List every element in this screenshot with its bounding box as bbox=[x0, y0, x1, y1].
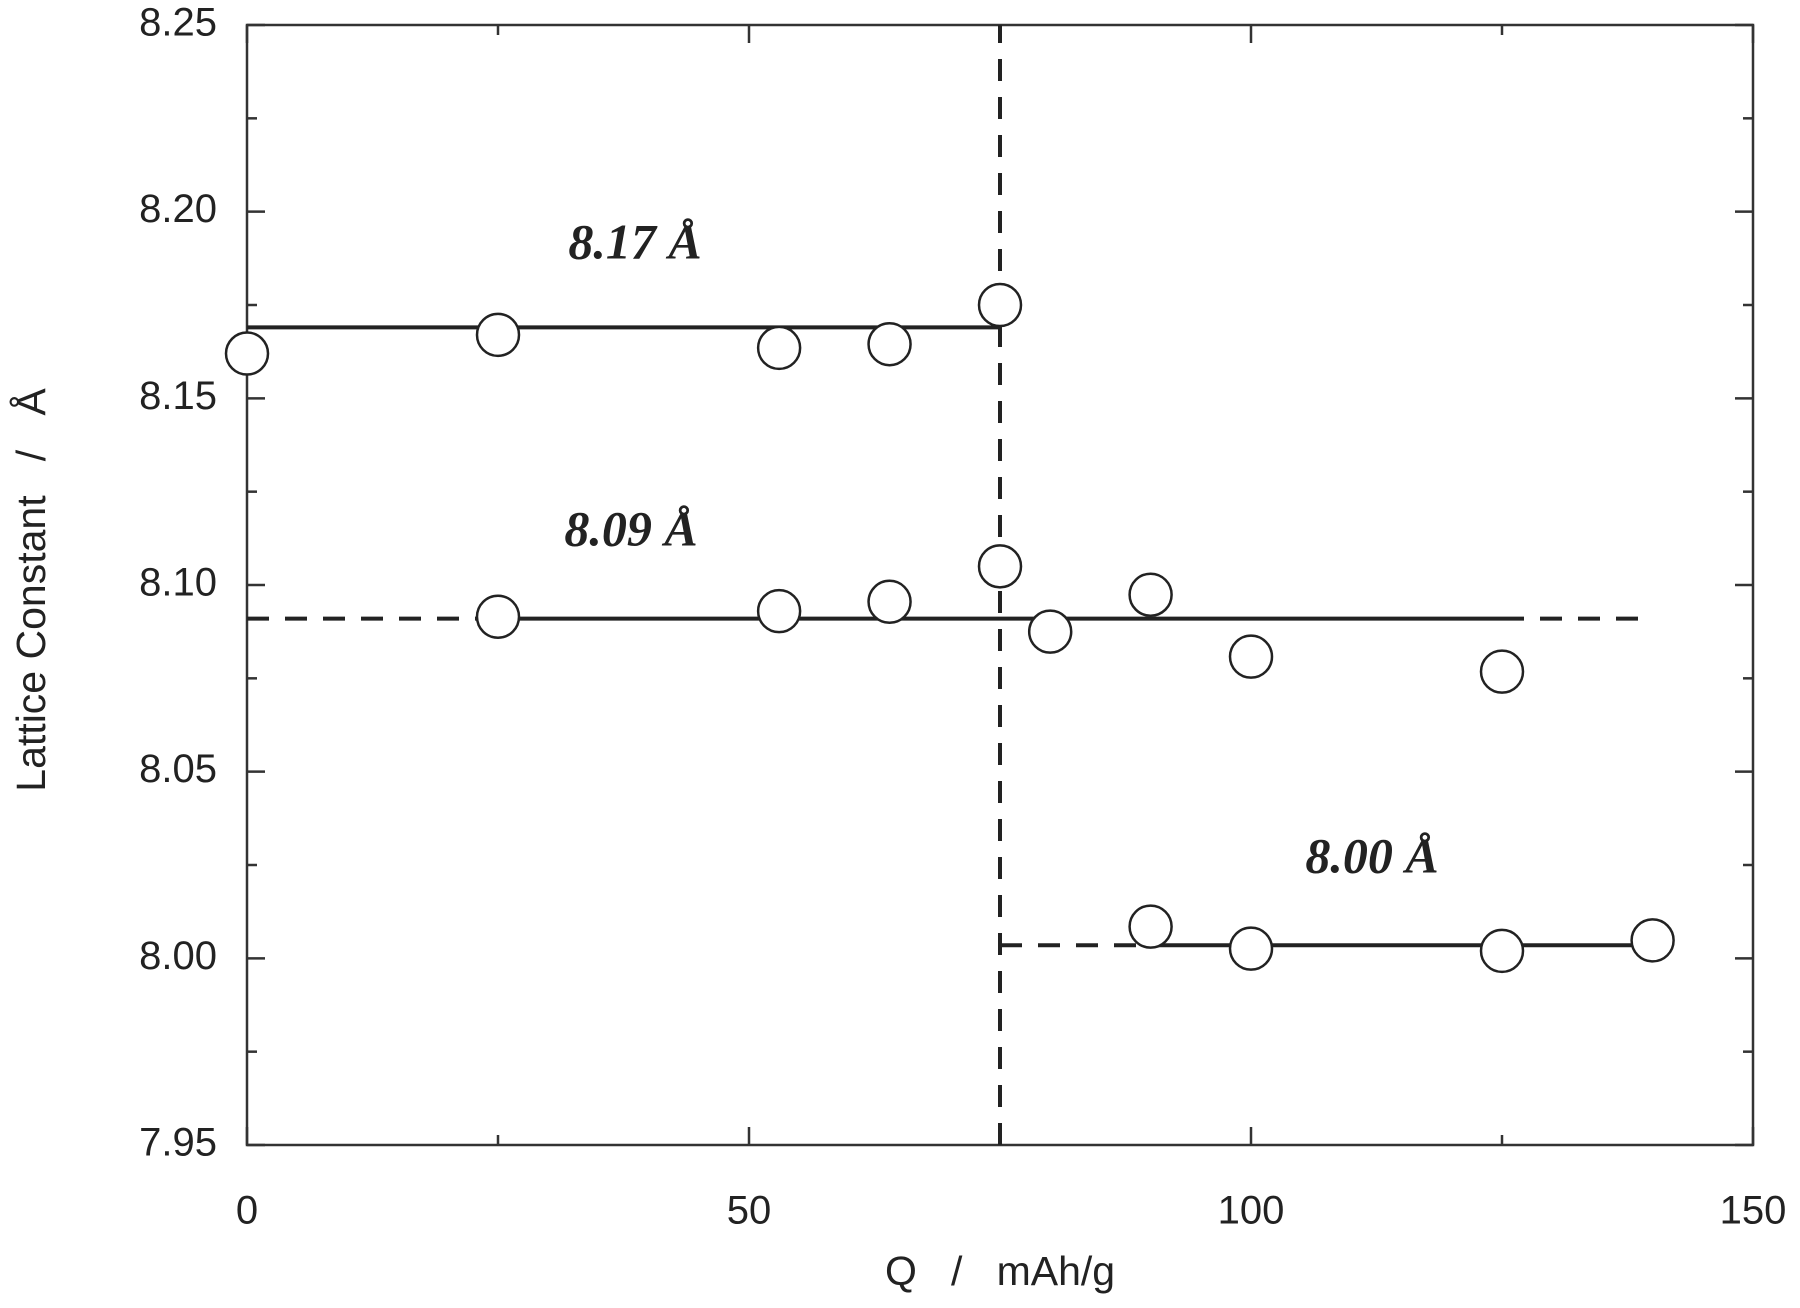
annotation: 8.09 Å bbox=[564, 500, 697, 556]
y-tick-label: 8.10 bbox=[139, 561, 217, 605]
marker bbox=[1128, 904, 1173, 949]
marker bbox=[1479, 928, 1525, 974]
marker bbox=[475, 594, 521, 639]
x-axis-label: Q / mAh/g bbox=[885, 1248, 1115, 1294]
marker bbox=[1228, 926, 1274, 971]
marker bbox=[977, 544, 1023, 589]
marker bbox=[756, 325, 802, 371]
annotation: 8.00 Å bbox=[1305, 827, 1438, 883]
marker bbox=[1479, 649, 1525, 694]
marker bbox=[867, 321, 912, 367]
marker bbox=[224, 331, 270, 376]
marker bbox=[1630, 918, 1675, 963]
y-tick-label: 8.00 bbox=[139, 934, 217, 978]
x-tick-label: 100 bbox=[1218, 1189, 1285, 1233]
marker bbox=[475, 312, 521, 358]
y-tick-label: 8.05 bbox=[139, 747, 217, 791]
y-tick-label: 8.25 bbox=[139, 1, 217, 45]
y-tick-label: 7.95 bbox=[139, 1121, 217, 1165]
y-axis-label: Lattice Constant / Å bbox=[8, 388, 54, 792]
marker bbox=[977, 282, 1023, 328]
x-tick-label: 0 bbox=[236, 1189, 258, 1233]
y-tick-label: 8.15 bbox=[139, 374, 217, 418]
marker bbox=[1228, 634, 1274, 679]
y-tick-label: 8.20 bbox=[139, 187, 217, 231]
x-tick-label: 50 bbox=[727, 1189, 772, 1233]
x-tick-label: 150 bbox=[1720, 1189, 1787, 1233]
marker bbox=[867, 579, 912, 625]
marker bbox=[1128, 572, 1173, 617]
marker bbox=[756, 588, 802, 634]
annotation: 8.17 Å bbox=[568, 213, 701, 269]
marker bbox=[1027, 609, 1073, 654]
